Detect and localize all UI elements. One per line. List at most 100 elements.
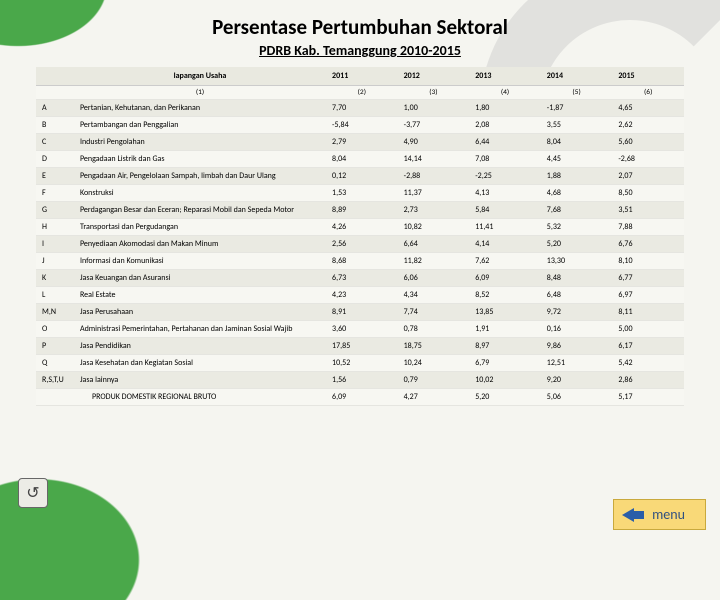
row-value: 8,10 — [612, 253, 684, 270]
row-value: 6,76 — [612, 236, 684, 253]
row-code: D — [36, 151, 74, 168]
row-value: 7,70 — [326, 100, 398, 117]
row-value: 10,24 — [398, 355, 470, 372]
row-value: 4,23 — [326, 287, 398, 304]
row-value: 8,91 — [326, 304, 398, 321]
row-value: -2,88 — [398, 168, 470, 185]
row-sector-name: Konstruksi — [74, 185, 326, 202]
row-sector-name: Administrasi Pemerintahan, Pertahanan da… — [74, 321, 326, 338]
row-value: 0,12 — [326, 168, 398, 185]
row-value: -3,77 — [398, 117, 470, 134]
table-row: DPengadaan Listrik dan Gas8,0414,147,084… — [36, 151, 684, 168]
row-code: R,S,T,U — [36, 372, 74, 389]
row-value: 6,79 — [469, 355, 541, 372]
table-row: GPerdagangan Besar dan Eceran; Reparasi … — [36, 202, 684, 219]
row-value: 10,52 — [326, 355, 398, 372]
row-sector-name: Industri Pengolahan — [74, 134, 326, 151]
row-value: 10,82 — [398, 219, 470, 236]
row-value: 6,48 — [541, 287, 613, 304]
row-value: 5,20 — [541, 236, 613, 253]
row-value: 8,11 — [612, 304, 684, 321]
row-value: 4,26 — [326, 219, 398, 236]
row-sector-name: Jasa Keuangan dan Asuransi — [74, 270, 326, 287]
row-value: 4,65 — [612, 100, 684, 117]
row-value: -1,87 — [541, 100, 613, 117]
table-row: IPenyediaan Akomodasi dan Makan Minum2,5… — [36, 236, 684, 253]
row-code: K — [36, 270, 74, 287]
row-value: 7,68 — [541, 202, 613, 219]
col-header-2014: 2014 — [541, 67, 613, 86]
row-value: -2,68 — [612, 151, 684, 168]
table-row: BPertambangan dan Penggalian-5,84-3,772,… — [36, 117, 684, 134]
row-code: P — [36, 338, 74, 355]
row-value: 6,73 — [326, 270, 398, 287]
row-value: 7,08 — [469, 151, 541, 168]
row-value: 8,52 — [469, 287, 541, 304]
table-row: OAdministrasi Pemerintahan, Pertahanan d… — [36, 321, 684, 338]
row-value: 3,51 — [612, 202, 684, 219]
row-value: 4,45 — [541, 151, 613, 168]
row-value: -2,25 — [469, 168, 541, 185]
row-value: 12,51 — [541, 355, 613, 372]
row-value: 4,14 — [469, 236, 541, 253]
row-value: 8,68 — [326, 253, 398, 270]
row-value: 0,78 — [398, 321, 470, 338]
row-value: 11,82 — [398, 253, 470, 270]
row-value: 1,88 — [541, 168, 613, 185]
total-value: 5,06 — [541, 389, 613, 406]
row-code: H — [36, 219, 74, 236]
menu-button-label: menu — [652, 506, 685, 523]
table-row: EPengadaan Air, Pengelolaan Sampah, limb… — [36, 168, 684, 185]
table-row: QJasa Kesehatan dan Kegiatan Sosial10,52… — [36, 355, 684, 372]
row-value: 6,09 — [469, 270, 541, 287]
arrow-left-icon — [622, 508, 634, 522]
row-value: 2,07 — [612, 168, 684, 185]
row-value: 1,00 — [398, 100, 470, 117]
row-sector-name: Pengadaan Air, Pengelolaan Sampah, limba… — [74, 168, 326, 185]
menu-button[interactable]: menu — [613, 499, 706, 530]
row-sector-name: Pertanian, Kehutanan, dan Perikanan — [74, 100, 326, 117]
row-value: 5,84 — [469, 202, 541, 219]
row-value: 2,79 — [326, 134, 398, 151]
row-value: 13,30 — [541, 253, 613, 270]
row-value: 5,00 — [612, 321, 684, 338]
row-code: J — [36, 253, 74, 270]
row-value: 8,04 — [541, 134, 613, 151]
row-value: 14,14 — [398, 151, 470, 168]
row-value: 11,41 — [469, 219, 541, 236]
row-sector-name: Jasa Kesehatan dan Kegiatan Sosial — [74, 355, 326, 372]
col-header-2012: 2012 — [398, 67, 470, 86]
row-value: -5,84 — [326, 117, 398, 134]
nav-icon[interactable]: ↺ — [18, 478, 48, 508]
row-value: 18,75 — [398, 338, 470, 355]
table-row: HTransportasi dan Pergudangan4,2610,8211… — [36, 219, 684, 236]
row-value: 8,89 — [326, 202, 398, 219]
row-value: 9,72 — [541, 304, 613, 321]
total-value: 5,20 — [469, 389, 541, 406]
table-row: CIndustri Pengolahan2,794,906,448,045,60 — [36, 134, 684, 151]
row-value: 2,73 — [398, 202, 470, 219]
row-code: I — [36, 236, 74, 253]
row-code: B — [36, 117, 74, 134]
row-value: 6,17 — [612, 338, 684, 355]
row-value: 8,97 — [469, 338, 541, 355]
row-code: E — [36, 168, 74, 185]
row-value: 2,86 — [612, 372, 684, 389]
row-code: O — [36, 321, 74, 338]
row-code: G — [36, 202, 74, 219]
total-label: PRODUK DOMESTIK REGIONAL BRUTO — [74, 389, 326, 406]
row-value: 1,56 — [326, 372, 398, 389]
col-header-2013: 2013 — [469, 67, 541, 86]
table-row: JInformasi dan Komunikasi8,6811,827,6213… — [36, 253, 684, 270]
row-code: M,N — [36, 304, 74, 321]
row-value: 4,68 — [541, 185, 613, 202]
row-value: 7,74 — [398, 304, 470, 321]
row-sector-name: Jasa Perusahaan — [74, 304, 326, 321]
row-value: 4,13 — [469, 185, 541, 202]
row-value: 6,44 — [469, 134, 541, 151]
row-sector-name: Jasa lainnya — [74, 372, 326, 389]
row-value: 7,62 — [469, 253, 541, 270]
row-code: Q — [36, 355, 74, 372]
row-code: A — [36, 100, 74, 117]
page-title: Persentase Pertumbuhan Sektoral — [36, 14, 684, 40]
